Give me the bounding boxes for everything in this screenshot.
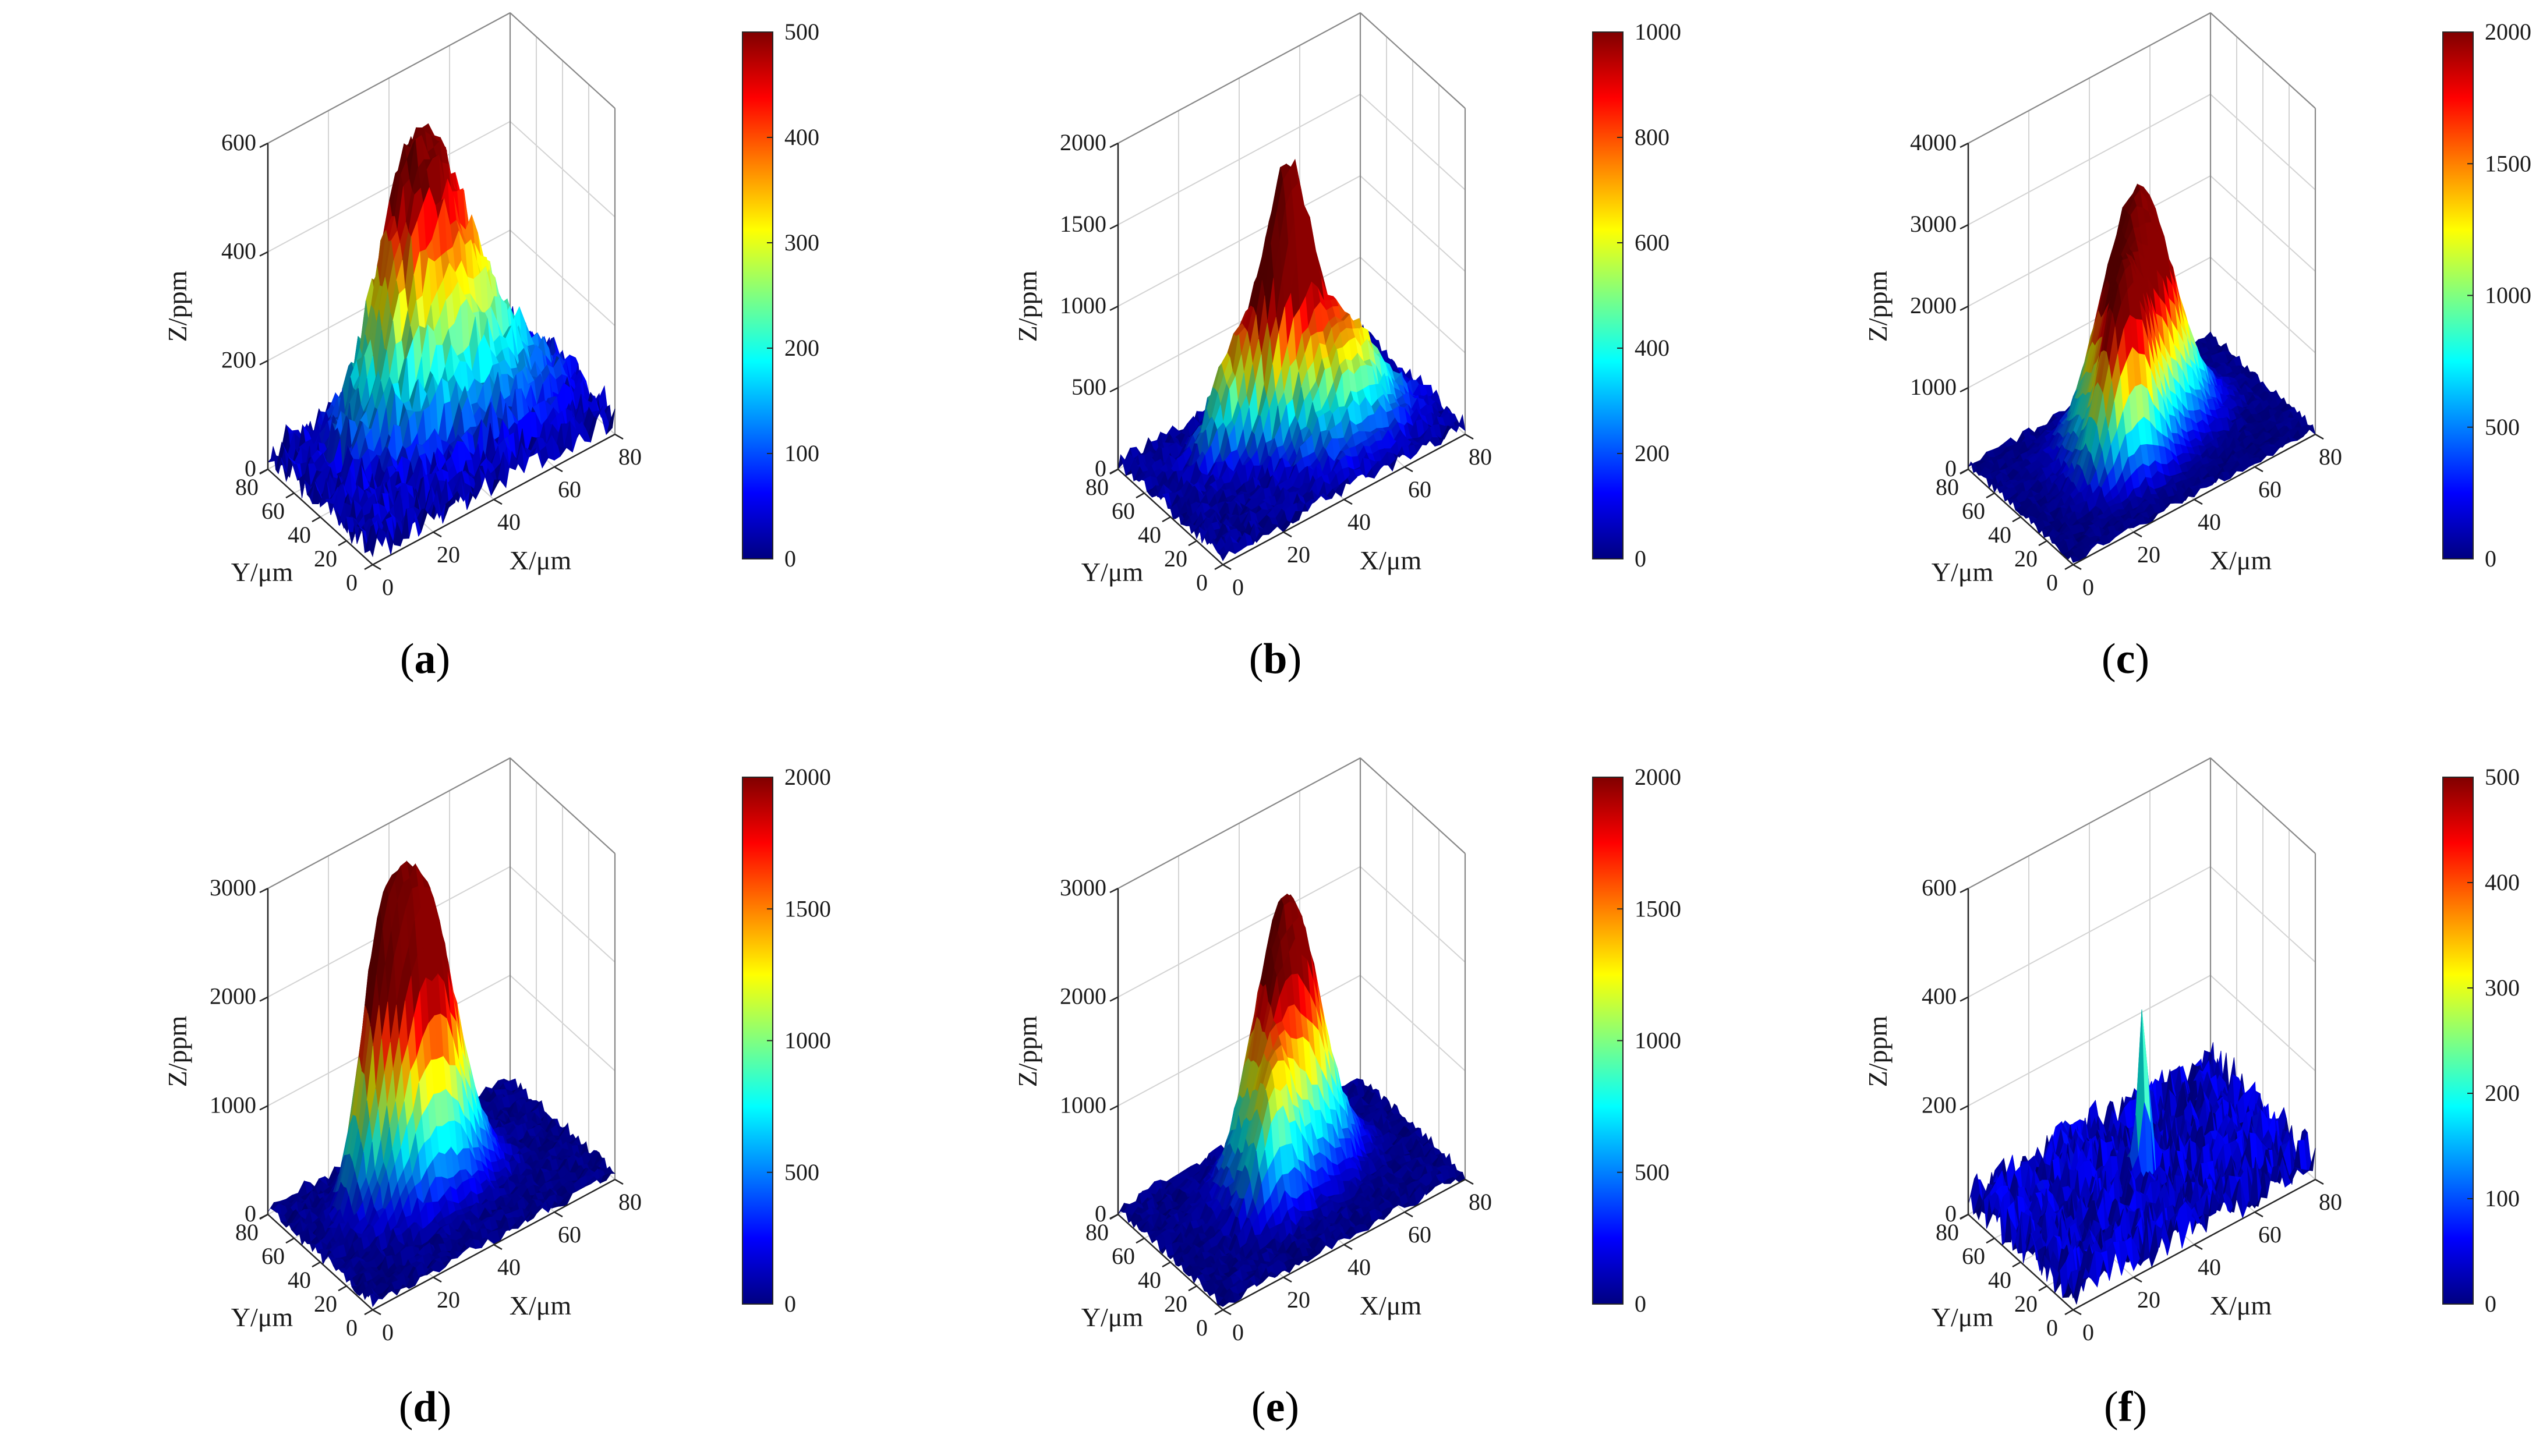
panel-c: 0 20 40 60 80 0 20 40 60 80 0 1000 2000 3000 4000 X/μm Y… xyxy=(1700,0,2543,675)
z-tick xyxy=(259,251,268,257)
y-tick xyxy=(1162,516,1171,523)
z-tick xyxy=(259,468,268,474)
z-tick-label: 1000 xyxy=(1060,292,1106,318)
x-tick-label: 40 xyxy=(497,509,521,535)
x-tick xyxy=(1465,433,1474,440)
x-tick-label: 20 xyxy=(1287,541,1310,568)
x-tick-label: 80 xyxy=(618,444,642,470)
z-tick xyxy=(1109,468,1119,474)
x-tick-label: 40 xyxy=(1347,509,1371,535)
surface-patch xyxy=(370,527,379,558)
colorbar-tick-label: 200 xyxy=(1635,440,1670,466)
colorbar-gradient xyxy=(1592,31,1624,559)
x-tick-label: 80 xyxy=(1469,444,1492,470)
z-tick-label: 200 xyxy=(221,346,256,373)
y-tick-label: 20 xyxy=(1164,545,1187,572)
z-tick xyxy=(259,142,268,148)
y-tick xyxy=(1188,540,1197,547)
x-tick xyxy=(614,433,624,440)
z-tick-label: 400 xyxy=(221,238,256,264)
x-tick xyxy=(433,531,442,538)
y-tick-label: 80 xyxy=(235,474,259,500)
x-tick xyxy=(1283,531,1292,538)
y-tick xyxy=(1214,564,1223,571)
y-tick-label: 20 xyxy=(314,545,337,572)
y-tick-label: 80 xyxy=(1085,474,1109,500)
colorbar-tick-label: 0 xyxy=(1635,545,1646,572)
y-tick xyxy=(1136,492,1145,499)
colorbar-tick-label: 0 xyxy=(784,545,796,572)
colorbar-gradient xyxy=(742,31,773,559)
y-tick-label: 60 xyxy=(1112,498,1135,524)
y-tick xyxy=(364,564,373,571)
x-tick xyxy=(1343,498,1353,505)
colorbar-tick-label: 500 xyxy=(784,19,819,45)
box-edge xyxy=(267,12,511,144)
box-edge xyxy=(2210,12,2316,109)
colorbar-tick-label: 800 xyxy=(1635,124,1670,150)
z-tick-label: 1500 xyxy=(1060,211,1106,237)
x-tick-label: 60 xyxy=(558,476,581,502)
y-tick-label: 0 xyxy=(346,569,358,596)
y-tick xyxy=(312,516,321,523)
colorbar-tick-label: 100 xyxy=(784,440,819,466)
surface xyxy=(1968,183,2316,563)
colorbar-tick-label: 400 xyxy=(1635,335,1670,361)
z-tick-label: 2000 xyxy=(1060,129,1106,155)
colorbar: 0 100 200 300 400 500 xyxy=(742,19,819,572)
panel-a: 0 20 40 60 80 0 20 40 60 80 0 200 400 600 X/μm Y/μm Z/pp… xyxy=(0,0,843,675)
y-axis-label: Y/μm xyxy=(231,557,293,587)
z-tick-label: 0 xyxy=(245,455,256,481)
z-tick-label: 500 xyxy=(1071,374,1106,400)
z-tick xyxy=(1109,387,1119,393)
z-tick-label: 0 xyxy=(1095,455,1106,481)
x-tick-label: 20 xyxy=(437,541,460,568)
y-tick-label: 40 xyxy=(1138,522,1161,548)
x-tick xyxy=(372,564,381,571)
z-axis-label: Z/ppm xyxy=(1013,270,1042,342)
box-edge xyxy=(1968,12,2211,144)
z-tick xyxy=(1109,142,1119,148)
x-tick xyxy=(554,466,563,473)
x-tick xyxy=(1222,564,1232,571)
y-axis-label: Y/μm xyxy=(1081,557,1144,587)
box-edge xyxy=(1117,12,1361,144)
z-tick xyxy=(1109,305,1119,311)
x-tick xyxy=(493,498,503,505)
chart-svg-a: 0204060800204060800200400600X/μmY/μmZ/pp… xyxy=(162,12,819,600)
x-tick-label: 0 xyxy=(1232,574,1244,600)
y-tick-label: 60 xyxy=(261,498,285,524)
y-tick xyxy=(285,492,295,499)
surface xyxy=(267,123,616,558)
box-edge xyxy=(1360,12,1466,109)
surface-patch xyxy=(1219,550,1229,562)
axes: 0204060800204060800500100015002000X/μmY/… xyxy=(1013,129,1492,600)
colorbar-tick-label: 600 xyxy=(1635,229,1670,256)
x-tick xyxy=(1404,466,1413,473)
z-tick xyxy=(259,360,268,366)
x-tick-label: 0 xyxy=(382,574,394,600)
z-tick xyxy=(1109,224,1119,230)
x-axis-label: X/μm xyxy=(510,545,572,575)
colorbar-tick-label: 200 xyxy=(784,335,819,361)
colorbar-tick-label: 300 xyxy=(784,229,819,256)
z-tick-label: 600 xyxy=(221,129,256,155)
panel-b: 0 20 40 60 80 0 20 40 60 80 0 500 1000 1500 2000 X/μm Y/… xyxy=(850,0,1693,675)
colorbar-tick-label: 400 xyxy=(784,124,819,150)
colorbar: 0 200 400 600 800 1000 xyxy=(1592,19,1681,572)
y-tick xyxy=(338,540,347,547)
y-tick-label: 40 xyxy=(288,522,311,548)
y-tick-label: 0 xyxy=(1196,569,1208,596)
z-axis-label: Z/ppm xyxy=(162,270,192,342)
chart-svg-b: 0204060800204060800500100015002000X/μmY/… xyxy=(1013,12,1681,600)
colorbar-tick-label: 1000 xyxy=(1635,19,1681,45)
x-tick-label: 60 xyxy=(1408,476,1431,502)
box-edge xyxy=(510,12,616,109)
x-axis-label: X/μm xyxy=(1360,545,1422,575)
axes: 0204060800204060800200400600X/μmY/μmZ/pp… xyxy=(162,129,642,600)
surface xyxy=(1117,158,1466,562)
chart-svg-c: 02040608002040608001000200030004000X/μmY… xyxy=(1863,12,2531,600)
